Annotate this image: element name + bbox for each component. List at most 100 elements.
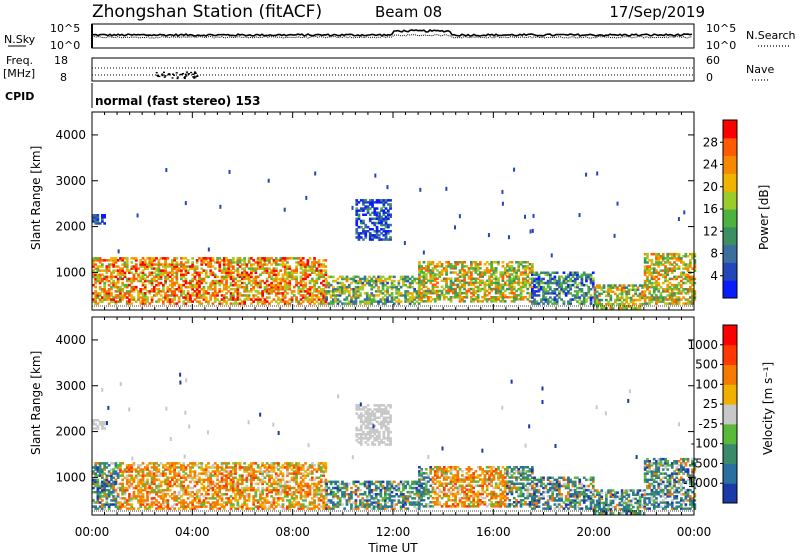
power-cell — [139, 265, 143, 268]
power-cell — [141, 300, 145, 303]
power-cell — [173, 265, 176, 268]
power-cell — [268, 267, 271, 270]
power-cell — [380, 223, 383, 227]
power-cell — [537, 285, 541, 289]
power-cell — [371, 236, 374, 239]
velocity-cell — [162, 499, 165, 502]
power-cell — [98, 285, 102, 289]
power-cell — [320, 269, 323, 272]
velocity-cell — [146, 480, 149, 484]
velocity-cell — [101, 505, 104, 508]
power-cell — [297, 281, 301, 285]
velocity-cell — [134, 474, 138, 477]
velocity-cell — [297, 490, 301, 494]
power-cell — [535, 281, 539, 285]
power-cell — [150, 279, 154, 283]
power-cell — [616, 302, 619, 306]
power-cell — [175, 275, 179, 279]
power-cell — [483, 289, 487, 293]
power-cell — [315, 296, 319, 299]
velocity-cell — [195, 464, 199, 467]
power-cell — [670, 302, 674, 305]
power-cell — [463, 281, 466, 285]
power-cell — [274, 267, 278, 270]
power-cell — [256, 283, 260, 287]
velocity-cell — [198, 495, 201, 498]
velocity-cell — [277, 482, 280, 486]
power-cell — [494, 296, 498, 299]
power-cell — [380, 201, 383, 204]
power-cell — [173, 281, 176, 285]
power-cell — [356, 281, 360, 285]
power-cell — [445, 277, 448, 280]
velocity-cell — [157, 495, 161, 498]
power-cell — [325, 292, 328, 295]
power-cell — [650, 263, 654, 266]
power-cell — [666, 269, 670, 272]
power-cell — [693, 296, 697, 299]
velocity-cell — [166, 493, 170, 496]
power-cell — [372, 285, 376, 289]
velocity-cell — [128, 478, 131, 482]
power-cell — [171, 285, 174, 289]
velocity-cell — [112, 503, 115, 506]
power-cell — [646, 296, 649, 299]
power-cell — [121, 269, 124, 272]
power-scatter-cell — [351, 205, 354, 210]
power-cell — [202, 277, 206, 281]
power-cell — [404, 277, 407, 281]
power-cell — [204, 281, 208, 285]
power-cell — [180, 257, 183, 260]
power-cell — [254, 298, 258, 301]
power-cell — [241, 267, 244, 270]
power-cell — [693, 259, 697, 262]
velocity-cell — [254, 495, 258, 498]
velocity-cell — [234, 464, 237, 467]
power-cell — [497, 263, 500, 266]
power-cell — [684, 255, 688, 258]
power-cell — [375, 221, 379, 225]
power-cell — [352, 277, 356, 281]
velocity-cell — [286, 480, 289, 484]
power-cell — [397, 283, 401, 287]
power-cell — [116, 290, 120, 293]
power-cell — [286, 302, 289, 305]
power-cell — [546, 283, 550, 287]
power-cell — [472, 283, 475, 287]
power-cell — [684, 273, 688, 277]
power-cell — [373, 209, 377, 212]
power-cell — [558, 279, 561, 283]
velocity-cell — [119, 474, 122, 477]
velocity-cell — [218, 486, 222, 490]
power-cell — [354, 285, 358, 289]
power-cell — [531, 296, 534, 299]
power-cell — [664, 298, 667, 301]
power-cell — [567, 279, 570, 283]
power-cell — [476, 296, 480, 299]
power-cell — [363, 302, 367, 305]
velocity-cell — [96, 474, 100, 477]
power-cell — [623, 286, 626, 289]
power-cell — [313, 265, 316, 268]
power-cell — [355, 201, 359, 204]
power-cell — [648, 290, 651, 293]
power-cell — [292, 277, 296, 281]
power-cell — [354, 296, 358, 299]
velocity-cell — [299, 507, 303, 510]
velocity-cell — [107, 470, 111, 473]
power-cell — [225, 267, 228, 270]
velocity-cell — [286, 474, 289, 477]
power-cell — [384, 221, 388, 225]
power-cell — [114, 290, 118, 293]
power-cell — [297, 257, 301, 260]
power-cell — [483, 273, 487, 276]
velocity-cell — [105, 499, 109, 502]
power-cell — [347, 277, 351, 281]
power-cell — [673, 300, 676, 303]
power-cell — [682, 271, 685, 274]
power-cell — [137, 273, 140, 277]
power-cell — [589, 288, 593, 291]
power-cell — [125, 257, 129, 260]
power-cell — [675, 283, 679, 287]
